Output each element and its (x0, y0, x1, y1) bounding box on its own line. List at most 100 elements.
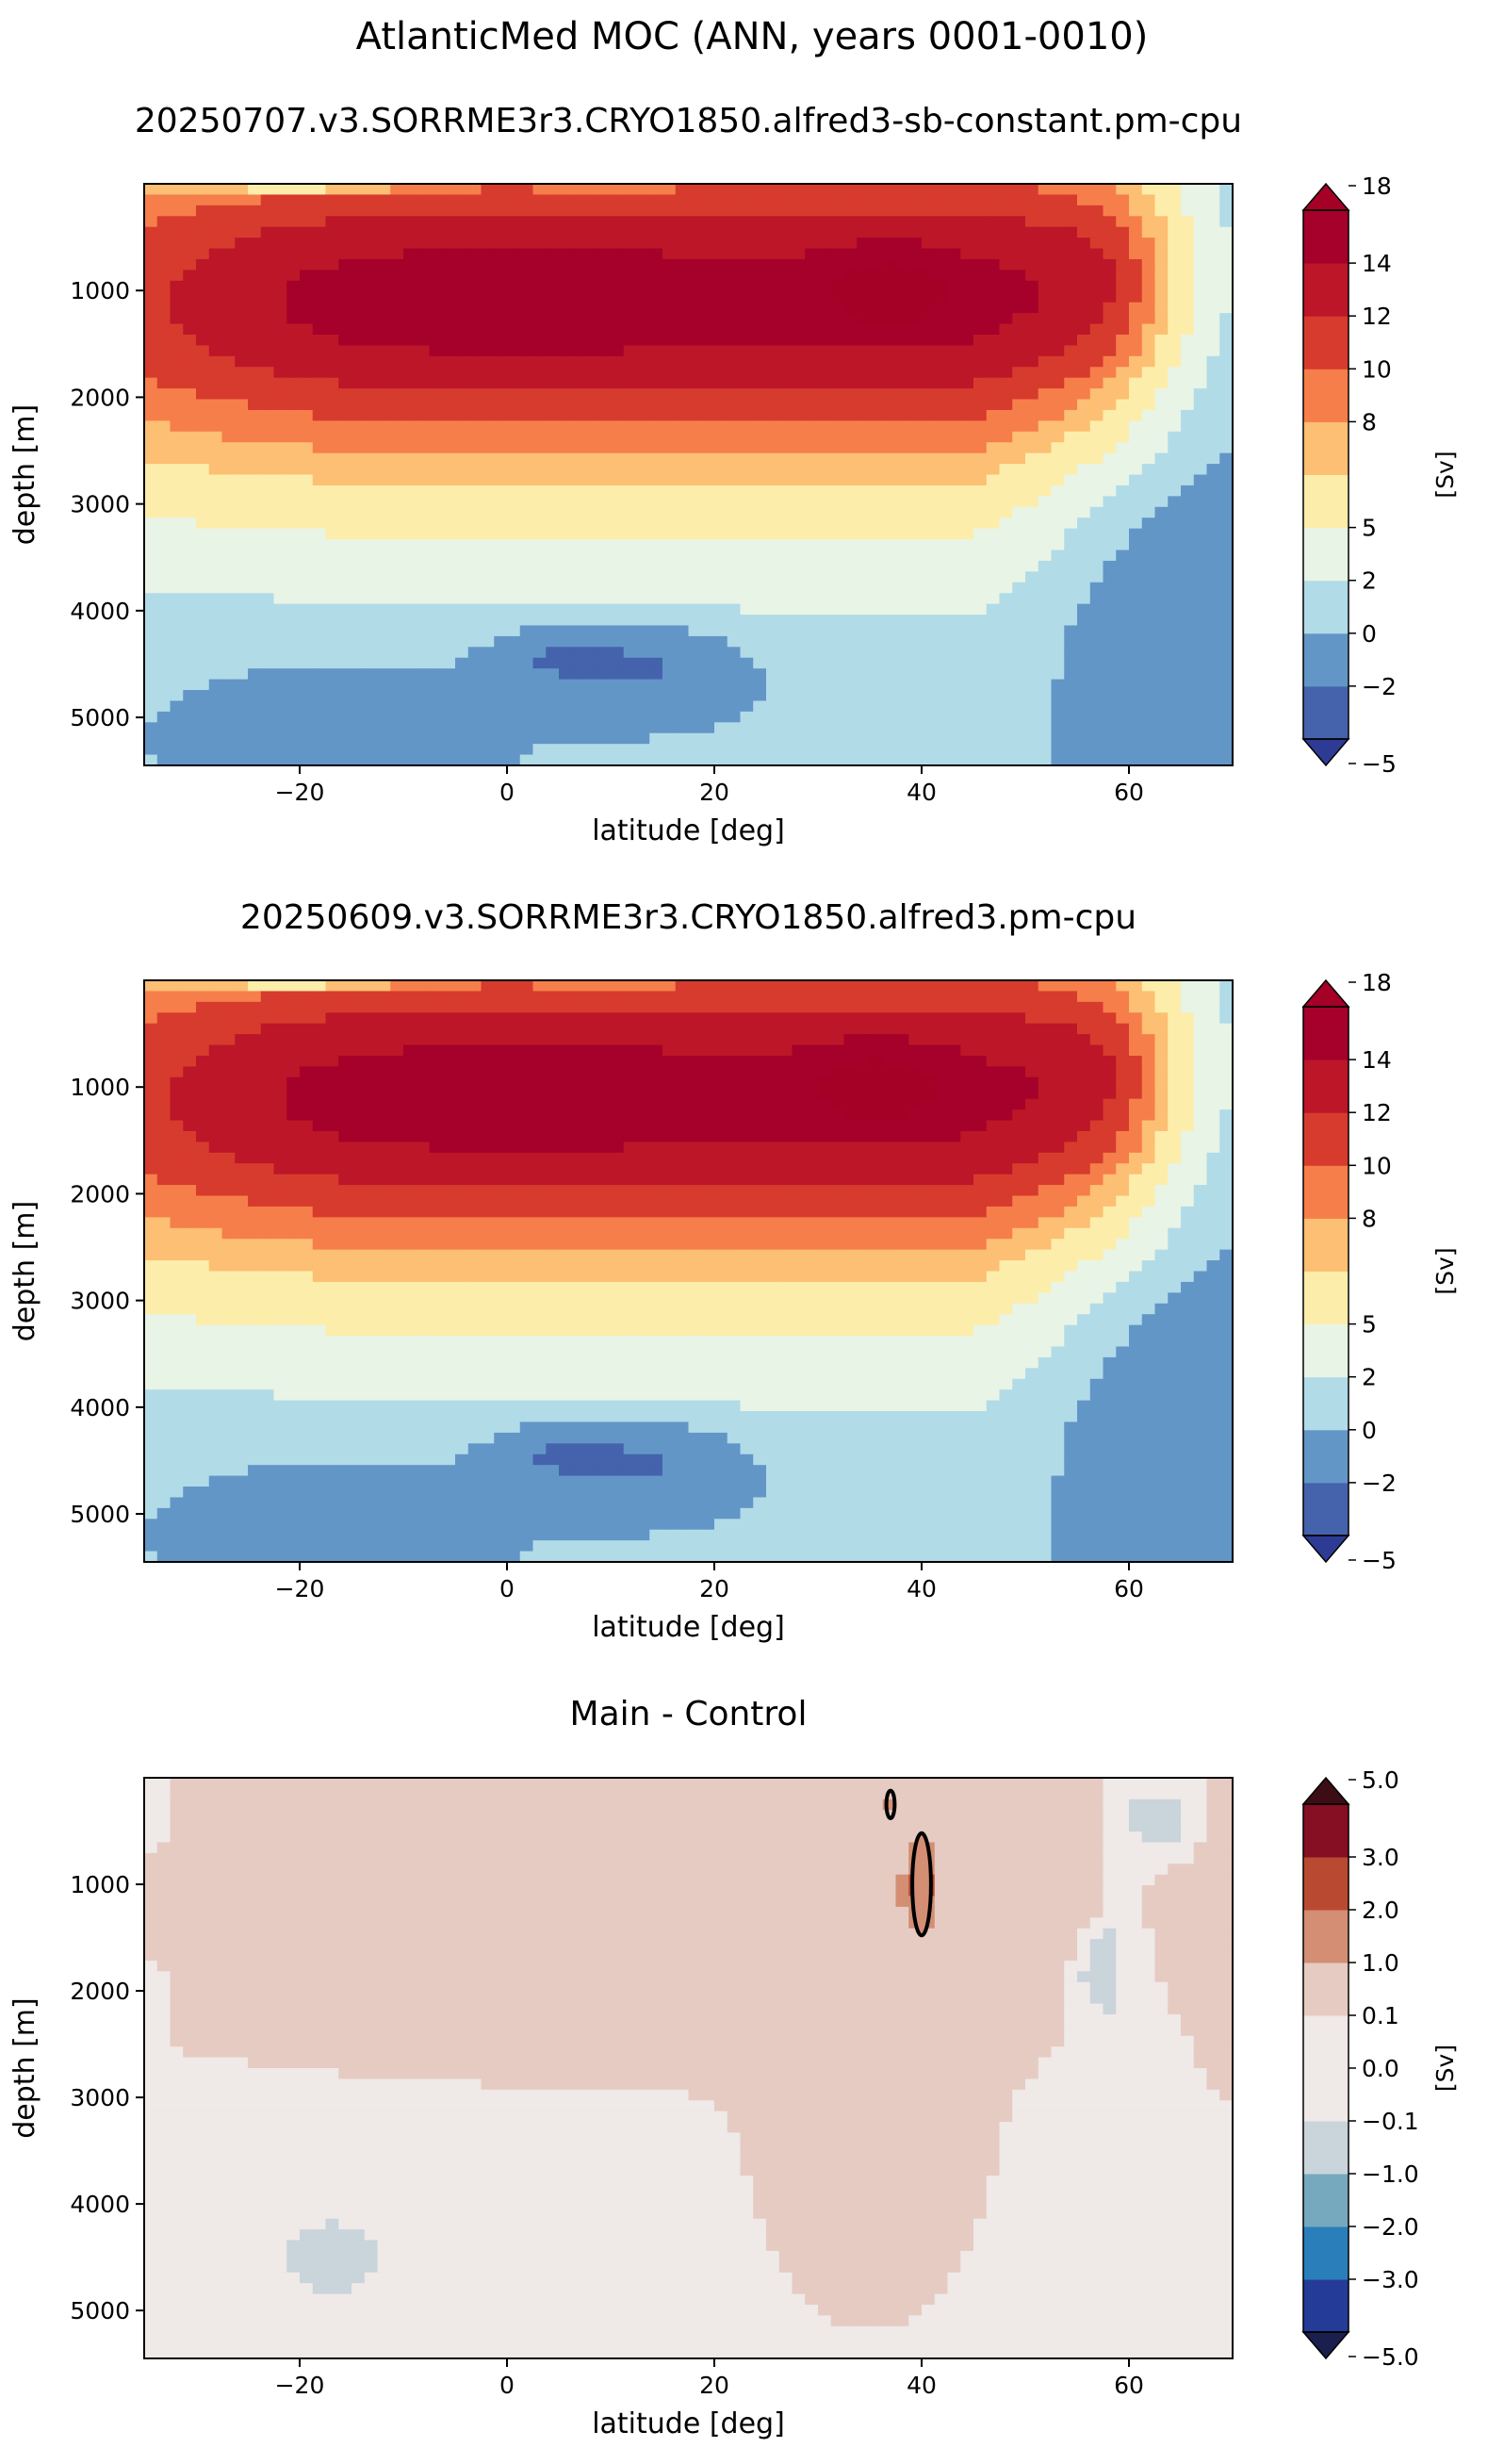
field-cell (675, 991, 690, 1003)
field-cell (701, 367, 715, 379)
field-cell (934, 409, 949, 421)
field-cell (1129, 615, 1143, 627)
field-cell (507, 593, 521, 605)
field-cell (559, 442, 573, 454)
field-cell (156, 980, 172, 993)
field-cell (778, 270, 793, 282)
field-cell (688, 420, 702, 433)
field-cell (571, 216, 586, 228)
field-cell (714, 313, 728, 325)
field-cell (675, 700, 690, 713)
field-cell (1025, 409, 1039, 421)
field-cell (1116, 323, 1130, 336)
field-cell (1025, 690, 1039, 702)
field-cell (857, 722, 871, 734)
field-cell (584, 571, 598, 583)
field-cell (870, 270, 884, 282)
field-cell (196, 991, 210, 1003)
field-cell (221, 991, 236, 1003)
field-cell (636, 690, 650, 702)
field-cell (1219, 464, 1233, 476)
field-cell (1168, 313, 1182, 325)
field-cell (1116, 732, 1130, 745)
field-cell (1129, 517, 1143, 530)
field-cell (467, 464, 482, 476)
field-cell (494, 991, 508, 1003)
field-cell (403, 431, 417, 443)
field-cell (494, 377, 508, 389)
field-cell (740, 323, 754, 336)
field-cell (377, 517, 391, 530)
field-cell (208, 238, 223, 250)
field-cell (144, 226, 158, 238)
field-cell (1154, 367, 1169, 379)
field-cell (442, 711, 456, 723)
field-cell (403, 248, 417, 260)
field-cell (364, 754, 379, 765)
field-cell (546, 647, 560, 659)
field-cell (1154, 474, 1169, 486)
field-cell (183, 625, 197, 637)
field-cell (870, 216, 884, 228)
field-cell (235, 258, 249, 271)
field-cell (429, 560, 443, 572)
field-cell (325, 991, 339, 1003)
field-cell (895, 593, 909, 605)
field-cell (144, 528, 158, 540)
field-cell (338, 635, 352, 648)
field-cell (662, 205, 677, 217)
field-cell (1116, 184, 1130, 196)
field-cell (1219, 991, 1233, 1003)
field-cell (546, 722, 560, 734)
field-cell (999, 1012, 1013, 1025)
field-cell (1154, 194, 1169, 206)
field-cell (882, 744, 897, 756)
field-cell (1154, 668, 1169, 681)
field-cell (740, 355, 754, 368)
field-cell (1103, 452, 1117, 465)
field-cell (922, 388, 936, 401)
field-cell (559, 248, 573, 260)
field-cell (843, 539, 858, 551)
field-cell (1038, 238, 1053, 250)
field-cell (481, 474, 495, 486)
field-cell (338, 615, 352, 627)
field-cell (1154, 1012, 1169, 1025)
field-cell (494, 205, 508, 217)
field-cell (1206, 399, 1220, 411)
field-cell (532, 560, 547, 572)
field-cell (584, 647, 598, 659)
field-cell (403, 399, 417, 411)
field-cell (818, 409, 832, 421)
field-cell (429, 377, 443, 389)
field-cell (467, 485, 482, 497)
field-cell (611, 205, 625, 217)
field-cell (830, 442, 845, 454)
field-cell (584, 194, 598, 206)
field-cell (688, 690, 702, 702)
field-cell (947, 291, 961, 304)
field-cell (882, 1023, 897, 1035)
field-cell (144, 571, 158, 583)
field-cell (597, 420, 612, 433)
field-cell (701, 657, 715, 669)
field-cell (999, 485, 1013, 497)
field-cell (947, 732, 961, 745)
field-cell (714, 754, 728, 765)
field-cell (908, 291, 923, 304)
field-cell (1181, 980, 1195, 993)
field-cell (584, 367, 598, 379)
field-cell (546, 474, 560, 486)
field-cell (1129, 754, 1143, 765)
field-cell (1025, 496, 1039, 508)
field-cell (727, 248, 742, 260)
field-cell (559, 323, 573, 336)
field-cell (1206, 496, 1220, 508)
field-cell (1103, 464, 1117, 476)
field-cell (675, 668, 690, 681)
field-cell (571, 593, 586, 605)
field-cell (792, 571, 806, 583)
field-cell (584, 388, 598, 401)
field-cell (792, 452, 806, 465)
field-cell (701, 571, 715, 583)
